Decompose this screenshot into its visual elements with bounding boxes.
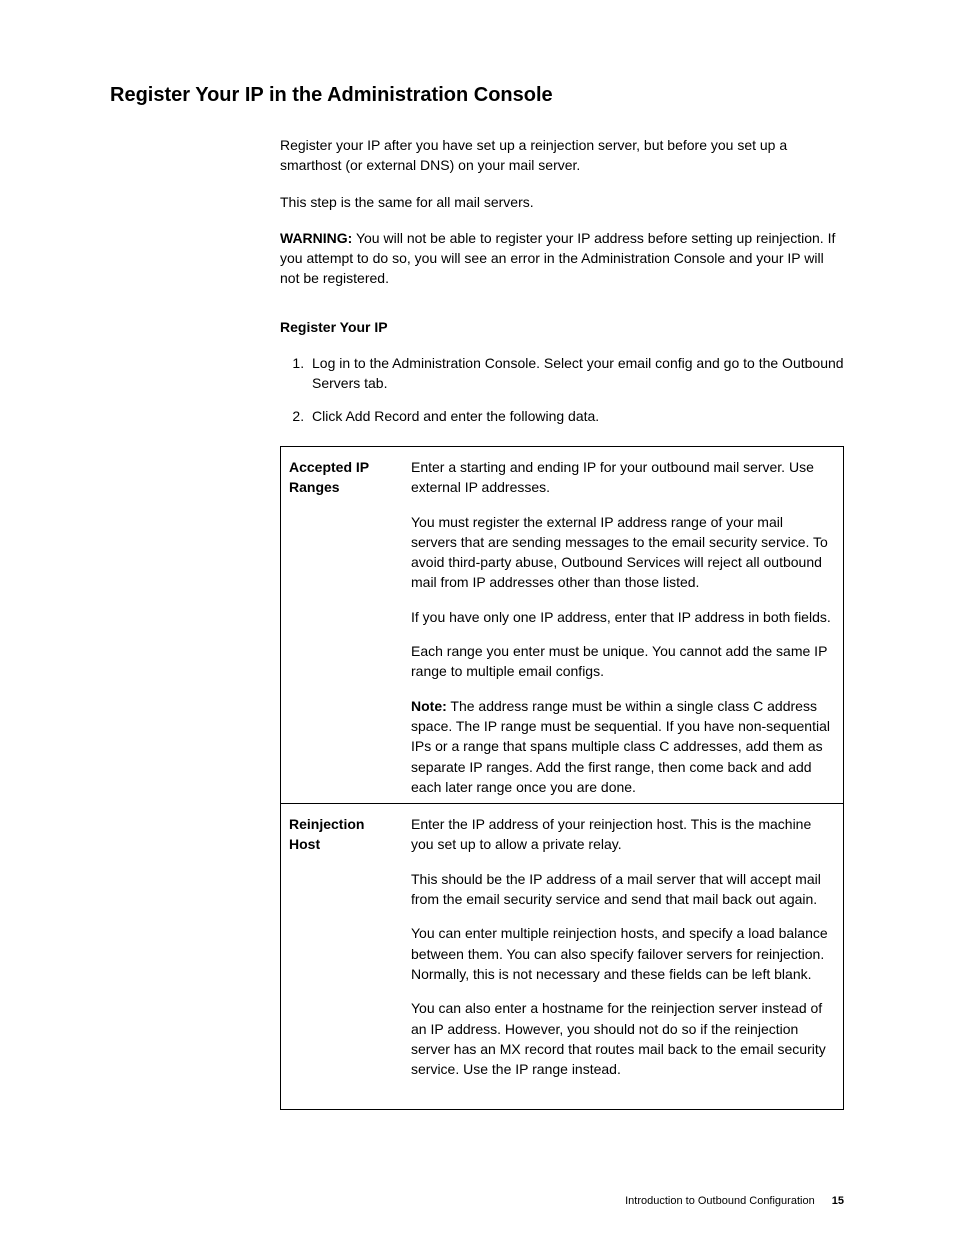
- note-label: Note:: [411, 698, 447, 714]
- step-2: Click Add Record and enter the following…: [308, 406, 844, 426]
- page-number: 15: [832, 1195, 844, 1207]
- register-subhead: Register Your IP: [280, 317, 844, 337]
- table-row: Reinjection Host Enter the IP address of…: [281, 804, 844, 1110]
- cell-note: Note: The address range must be within a…: [411, 696, 831, 797]
- cell-text: This should be the IP address of a mail …: [411, 869, 831, 910]
- page-title: Register Your IP in the Administration C…: [110, 84, 844, 107]
- cell-accepted-ip-label: Accepted IP Ranges: [281, 446, 404, 803]
- note-text: The address range must be within a singl…: [411, 698, 830, 795]
- cell-reinjection-label: Reinjection Host: [281, 804, 404, 1110]
- page-footer: Introduction to Outbound Configuration 1…: [625, 1195, 844, 1207]
- cell-text: You can enter multiple reinjection hosts…: [411, 923, 831, 984]
- warning-paragraph: WARNING: You will not be able to registe…: [280, 228, 844, 289]
- cell-text: Enter a starting and ending IP for your …: [411, 457, 831, 498]
- config-table: Accepted IP Ranges Enter a starting and …: [280, 446, 844, 1110]
- intro-paragraph-1: Register your IP after you have set up a…: [280, 135, 844, 176]
- table-row: Accepted IP Ranges Enter a starting and …: [281, 446, 844, 803]
- steps-list: Log in to the Administration Console. Se…: [280, 353, 844, 426]
- cell-accepted-ip-content: Enter a starting and ending IP for your …: [403, 446, 844, 803]
- body-column: Register your IP after you have set up a…: [280, 135, 844, 1110]
- cell-text: Each range you enter must be unique. You…: [411, 641, 831, 682]
- intro-paragraph-2: This step is the same for all mail serve…: [280, 192, 844, 212]
- cell-text: You must register the external IP addres…: [411, 512, 831, 593]
- cell-text: If you have only one IP address, enter t…: [411, 607, 831, 627]
- step-1: Log in to the Administration Console. Se…: [308, 353, 844, 394]
- warning-label: WARNING:: [280, 230, 352, 246]
- cell-reinjection-content: Enter the IP address of your reinjection…: [403, 804, 844, 1110]
- footer-text: Introduction to Outbound Configuration: [625, 1195, 815, 1207]
- cell-text: You can also enter a hostname for the re…: [411, 998, 831, 1079]
- warning-text: You will not be able to register your IP…: [280, 230, 835, 287]
- page: Register Your IP in the Administration C…: [0, 0, 954, 1235]
- cell-text: Enter the IP address of your reinjection…: [411, 814, 831, 855]
